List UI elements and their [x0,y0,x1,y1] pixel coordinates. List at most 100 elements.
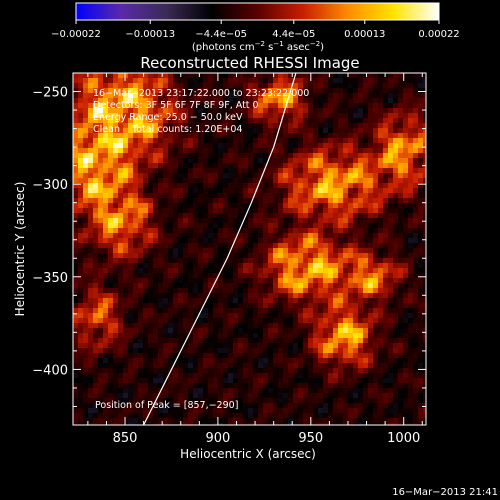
heatmap-cell [113,93,119,99]
heatmap-cell [273,343,279,349]
heatmap-cell [118,238,124,244]
heatmap-cell [163,373,169,379]
heatmap-cell [303,293,309,299]
heatmap-cell [318,348,324,354]
heatmap-cell [133,203,139,209]
heatmap-cell [173,313,179,319]
heatmap-cell [168,173,174,179]
heatmap-cell [363,188,369,194]
heatmap-cell [308,288,314,294]
heatmap-cell [248,283,254,289]
heatmap-cell [393,328,399,334]
heatmap-cell [273,153,279,159]
heatmap-cell [358,403,364,409]
heatmap-cell [203,118,209,124]
heatmap-cell [293,248,299,254]
heatmap-cell [213,248,219,254]
heatmap-cell [383,343,389,349]
heatmap-cell [373,168,379,174]
heatmap-cell [218,198,224,204]
heatmap-cell [78,308,84,314]
heatmap-cell [293,278,299,284]
heatmap-cell [128,323,134,329]
heatmap-cell [98,138,104,144]
heatmap-cell [388,393,394,399]
heatmap-cell [83,318,89,324]
heatmap-cell [188,263,194,269]
heatmap-cell [388,153,394,159]
heatmap-cell [198,208,204,214]
heatmap-cell [348,218,354,224]
heatmap-cell [163,283,169,289]
heatmap-cell [148,158,154,164]
heatmap-cell [198,88,204,94]
heatmap-cell [303,148,309,154]
heatmap-cell [208,88,214,94]
heatmap-cell [368,123,374,129]
heatmap-cell [303,268,309,274]
heatmap-cell [153,343,159,349]
heatmap-cell [258,303,264,309]
heatmap-cell [238,153,244,159]
heatmap-cell [288,123,294,129]
heatmap-cell [268,143,274,149]
heatmap-cell [113,283,119,289]
heatmap-cell [378,118,384,124]
heatmap-cell [213,88,219,94]
heatmap-cell [143,173,149,179]
heatmap-cell [198,78,204,84]
heatmap-cell [378,93,384,99]
heatmap-cell [348,308,354,314]
heatmap-cell [293,363,299,369]
heatmap-cell [143,323,149,329]
heatmap-cell [363,273,369,279]
heatmap-cell [113,213,119,219]
heatmap-cell [278,193,284,199]
heatmap-cell [388,143,394,149]
heatmap-cell [103,358,109,364]
heatmap-cell [168,333,174,339]
heatmap-cell [83,208,89,214]
heatmap-cell [208,338,214,344]
heatmap-cell [93,263,99,269]
heatmap-cell [293,398,299,404]
heatmap-cell [203,368,209,374]
heatmap-cell [288,418,294,424]
heatmap-cell [328,188,334,194]
heatmap-cell [88,258,94,264]
heatmap-cell [228,388,234,394]
heatmap-cell [263,213,269,219]
heatmap-cell [273,103,279,109]
heatmap-cell [288,338,294,344]
heatmap-cell [133,363,139,369]
heatmap-cell [303,388,309,394]
heatmap-cell [358,268,364,274]
heatmap-cell [308,378,314,384]
heatmap-cell [278,108,284,114]
heatmap-cell [378,168,384,174]
heatmap-cell [368,298,374,304]
heatmap-cell [413,168,419,174]
heatmap-cell [88,318,94,324]
heatmap-cell [108,173,114,179]
heatmap-cell [233,173,239,179]
heatmap-cell [343,173,349,179]
heatmap-cell [168,148,174,154]
heatmap-cell [128,253,134,259]
heatmap-cell [333,318,339,324]
heatmap-cell [198,243,204,249]
heatmap-cell [298,288,304,294]
heatmap-cell [148,108,154,114]
heatmap-cell [148,283,154,289]
heatmap-cell [358,208,364,214]
heatmap-cell [83,73,89,79]
heatmap-cell [358,278,364,284]
heatmap-cell [338,298,344,304]
heatmap-cell [403,113,409,119]
heatmap-cell [253,113,259,119]
heatmap-cell [133,218,139,224]
heatmap-cell [228,278,234,284]
heatmap-cell [103,138,109,144]
heatmap-cell [183,228,189,234]
heatmap-cell [223,323,229,329]
